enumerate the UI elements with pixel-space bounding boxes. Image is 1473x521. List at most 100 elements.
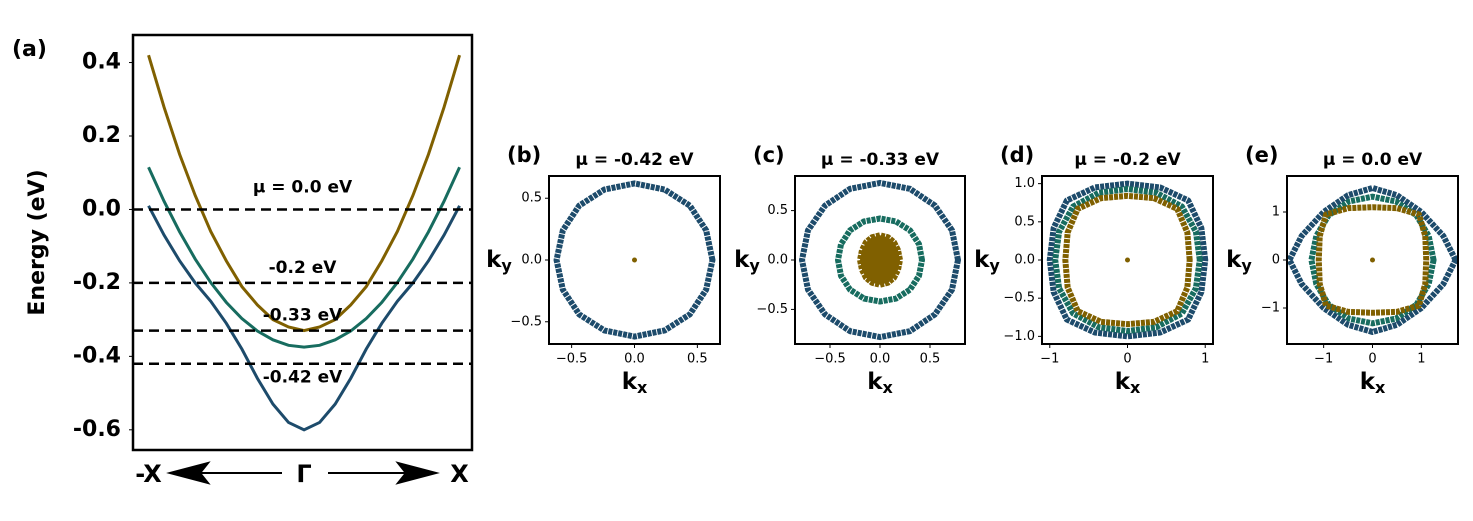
y-axis-label-main: k [1226,247,1242,273]
x-tick-label: 0.0 [624,352,645,367]
y-axis-label-sub: y [749,256,760,275]
fermi-contour [553,180,716,340]
fermi-contour [857,232,903,288]
fermi-contour [1062,192,1193,328]
x-axis-label-sub: x [882,378,893,397]
panel-title: μ = -0.2 eV [1074,150,1181,170]
x-axis-label: kx [622,369,648,397]
arrow-head-left [166,461,211,485]
y-axis-label: ky [1226,247,1252,275]
panel-label: (d) [1000,143,1034,167]
center-point [1125,257,1130,263]
x-tick-label: −1 [1314,352,1333,367]
panel-title: μ = -0.42 eV [575,150,694,170]
y-tick-label: 0.0 [82,196,121,221]
y-axis-label: ky [734,247,760,275]
fermi-contour [1052,185,1203,335]
band-line [147,166,461,349]
y-tick-label: -0.2 [73,270,121,295]
center-point [1370,257,1375,263]
y-axis-label-main: k [974,247,990,273]
y-tick-label: 0.4 [82,50,121,75]
fermi-contour [1046,180,1209,340]
axes-frame [131,33,474,452]
arrow-head-right [395,461,440,485]
band-line [147,54,461,333]
plot-area [799,179,961,341]
x-axis-label-main: k [622,369,638,395]
y-tick-label: −1.0 [1003,329,1035,344]
y-tick-label: -0.6 [73,417,121,442]
x-tick-label: −0.5 [556,352,588,367]
x-axis-label-sub: x [637,378,648,397]
plot-area [147,54,461,432]
x-axis-label-sub: x [1375,378,1386,397]
x-axis-label: kx [1360,369,1386,397]
y-tick-label: 0.0 [1014,253,1035,268]
axes-frame [794,175,966,345]
x-tick-label: X [450,460,469,488]
center-point [632,257,637,263]
y-tick-label: 1 [1272,205,1280,220]
y-tick-label: -0.4 [73,343,121,368]
y-axis-label-main: k [486,247,502,273]
x-tick-label: 0 [1368,352,1376,367]
x-axis-label-sub: x [1130,378,1141,397]
y-axis-label-sub: y [501,256,512,275]
plot-area [553,180,716,340]
chemical-potential-label: -0.42 eV [263,368,343,388]
x-tick-label: 1 [1201,352,1209,367]
y-tick-label: 0.0 [767,253,788,268]
x-tick-label: -X [135,460,162,488]
x-axis-label-main: k [867,369,883,395]
panel-label: (a) [12,37,47,62]
x-axis-label-main: k [1360,369,1376,395]
chemical-potential-label: -0.33 eV [263,306,343,326]
y-tick-label: 0.2 [82,123,121,148]
fermi-contour [1308,193,1437,327]
plot-area [1046,180,1209,340]
y-axis-label-main: k [734,247,750,273]
x-axis-label: kx [867,369,893,397]
x-tick-label: 0.5 [920,352,941,367]
y-tick-label: −0.5 [1003,291,1035,306]
panel-label: (b) [507,143,541,167]
y-tick-label: 0.5 [521,191,542,206]
panel-label: (e) [1245,143,1278,167]
panel-label: (c) [753,143,785,167]
x-tick-label: 0.5 [687,352,708,367]
x-tick-label: 0 [1123,352,1131,367]
y-tick-label: 1.0 [1014,176,1035,191]
panel-title: μ = -0.33 eV [821,150,940,170]
y-tick-label: −1 [1261,301,1280,316]
y-axis-label-sub: y [989,256,1000,275]
axes-frame [548,175,721,345]
x-tick-label: Γ [296,460,311,488]
y-tick-label: −0.5 [510,314,542,329]
x-tick-label: −1 [1040,352,1059,367]
panel-title: μ = 0.0 eV [1323,150,1423,170]
fermi-contour [1315,204,1430,316]
y-axis-label: Energy (eV) [25,169,50,315]
gamma-arrows [166,461,440,485]
axes-frame [1041,175,1214,345]
chemical-potential-label: -0.2 eV [269,258,338,278]
chemical-potential-label: μ = 0.0 eV [253,177,353,197]
band-line [147,205,461,432]
x-axis-label: kx [1115,369,1141,397]
x-tick-label: 1 [1417,352,1425,367]
y-tick-label: 0.5 [767,203,788,218]
y-tick-label: 0.0 [521,253,542,268]
x-axis-label-main: k [1115,369,1131,395]
axes-frame [1286,175,1459,345]
x-tick-label: 0.0 [870,352,891,367]
x-tick-label: −0.5 [814,352,846,367]
y-axis-label: ky [974,247,1000,275]
y-tick-label: 0.5 [1014,214,1035,229]
y-axis-label: ky [486,247,512,275]
plot-area [1287,185,1458,335]
y-tick-label: −0.5 [756,302,788,317]
y-tick-label: 0 [1272,253,1280,268]
y-axis-label-sub: y [1241,256,1252,275]
